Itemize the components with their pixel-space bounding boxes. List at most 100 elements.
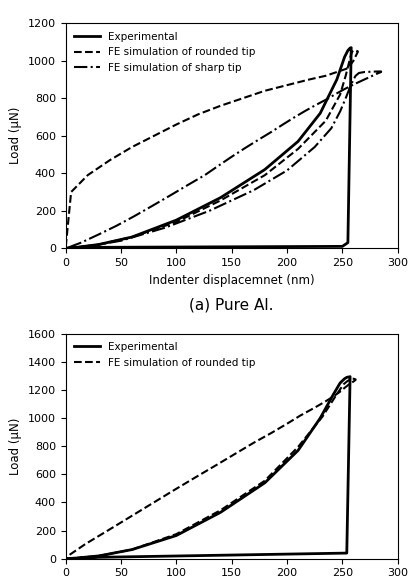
Text: (a) Pure Al.: (a) Pure Al. bbox=[189, 298, 273, 313]
FE simulation of sharp tip bbox=[378, 68, 383, 75]
FE simulation of sharp tip bbox=[63, 245, 68, 252]
FE simulation of rounded tip bbox=[127, 513, 132, 520]
Experimental bbox=[347, 373, 352, 380]
Experimental bbox=[344, 549, 348, 556]
FE simulation of sharp tip bbox=[207, 207, 211, 214]
Experimental bbox=[74, 555, 79, 562]
FE simulation of rounded tip bbox=[63, 555, 68, 562]
Line: Experimental: Experimental bbox=[65, 377, 349, 559]
FE simulation of sharp tip bbox=[85, 243, 90, 250]
Experimental bbox=[74, 244, 79, 251]
FE simulation of sharp tip bbox=[202, 172, 207, 179]
FE simulation of rounded tip bbox=[96, 241, 101, 248]
Experimental bbox=[337, 379, 342, 386]
FE simulation of rounded tip bbox=[334, 391, 339, 398]
Experimental bbox=[63, 245, 68, 252]
FE simulation of rounded tip bbox=[69, 189, 74, 196]
FE simulation of rounded tip bbox=[330, 393, 335, 400]
Experimental bbox=[218, 509, 222, 516]
FE simulation of rounded tip bbox=[348, 51, 353, 58]
Experimental bbox=[317, 110, 322, 117]
FE simulation of rounded tip bbox=[347, 376, 352, 383]
Experimental bbox=[347, 373, 352, 380]
FE simulation of rounded tip bbox=[344, 65, 349, 72]
FE simulation of rounded tip bbox=[306, 76, 311, 83]
FE simulation of sharp tip bbox=[312, 144, 317, 151]
Experimental bbox=[346, 374, 351, 381]
FE simulation of rounded tip bbox=[295, 146, 300, 152]
FE simulation of rounded tip bbox=[348, 375, 353, 382]
FE simulation of rounded tip bbox=[129, 233, 134, 240]
FE simulation of rounded tip bbox=[173, 121, 178, 128]
Experimental bbox=[348, 44, 353, 51]
FE simulation of rounded tip bbox=[63, 245, 68, 252]
FE simulation of sharp tip bbox=[374, 68, 379, 75]
Legend: Experimental, FE simulation of rounded tip: Experimental, FE simulation of rounded t… bbox=[71, 339, 258, 371]
Experimental bbox=[96, 241, 101, 248]
FE simulation of rounded tip bbox=[350, 47, 355, 54]
Experimental bbox=[317, 414, 322, 421]
Experimental bbox=[339, 243, 344, 250]
Line: FE simulation of sharp tip: FE simulation of sharp tip bbox=[65, 72, 380, 249]
FE simulation of sharp tip bbox=[184, 182, 189, 189]
FE simulation of sharp tip bbox=[284, 167, 289, 174]
FE simulation of rounded tip bbox=[349, 375, 354, 382]
FE simulation of sharp tip bbox=[378, 69, 383, 76]
FE simulation of rounded tip bbox=[268, 430, 273, 436]
FE simulation of sharp tip bbox=[347, 84, 352, 91]
Experimental bbox=[348, 44, 353, 51]
Y-axis label: Load (μN): Load (μN) bbox=[9, 417, 22, 475]
FE simulation of sharp tip bbox=[328, 125, 333, 132]
FE simulation of rounded tip bbox=[350, 57, 355, 64]
FE simulation of rounded tip bbox=[67, 551, 72, 558]
FE simulation of sharp tip bbox=[355, 70, 360, 77]
FE simulation of sharp tip bbox=[333, 90, 337, 97]
Y-axis label: Load (μN): Load (μN) bbox=[9, 107, 22, 165]
FE simulation of rounded tip bbox=[355, 48, 360, 55]
Experimental bbox=[96, 552, 101, 559]
FE simulation of sharp tip bbox=[301, 108, 306, 115]
FE simulation of rounded tip bbox=[351, 375, 356, 382]
FE simulation of rounded tip bbox=[346, 59, 351, 66]
FE simulation of rounded tip bbox=[129, 144, 134, 151]
FE simulation of rounded tip bbox=[352, 47, 357, 54]
FE simulation of sharp tip bbox=[279, 121, 284, 128]
FE simulation of rounded tip bbox=[218, 507, 222, 514]
FE simulation of rounded tip bbox=[251, 439, 256, 446]
FE simulation of sharp tip bbox=[96, 231, 101, 238]
FE simulation of sharp tip bbox=[118, 237, 123, 244]
FE simulation of rounded tip bbox=[346, 377, 351, 384]
Experimental bbox=[330, 391, 335, 398]
FE simulation of rounded tip bbox=[262, 477, 267, 484]
FE simulation of rounded tip bbox=[284, 81, 289, 88]
Experimental bbox=[295, 447, 300, 454]
FE simulation of sharp tip bbox=[350, 76, 355, 83]
Experimental bbox=[262, 166, 267, 173]
FE simulation of rounded tip bbox=[341, 384, 346, 391]
FE simulation of sharp tip bbox=[63, 245, 68, 252]
FE simulation of rounded tip bbox=[218, 102, 222, 109]
FE simulation of rounded tip bbox=[344, 378, 348, 385]
Legend: Experimental, FE simulation of rounded tip, FE simulation of sharp tip: Experimental, FE simulation of rounded t… bbox=[71, 29, 258, 76]
Experimental bbox=[74, 555, 79, 562]
FE simulation of rounded tip bbox=[342, 72, 347, 79]
FE simulation of rounded tip bbox=[352, 377, 357, 384]
Line: FE simulation of rounded tip: FE simulation of rounded tip bbox=[65, 379, 355, 559]
FE simulation of rounded tip bbox=[322, 72, 327, 79]
FE simulation of sharp tip bbox=[149, 203, 154, 210]
FE simulation of sharp tip bbox=[79, 239, 83, 246]
FE simulation of rounded tip bbox=[262, 87, 267, 94]
Experimental bbox=[173, 217, 178, 223]
FE simulation of sharp tip bbox=[337, 108, 342, 115]
FE simulation of sharp tip bbox=[350, 81, 355, 88]
Experimental bbox=[173, 532, 178, 539]
FE simulation of rounded tip bbox=[350, 378, 355, 385]
FE simulation of rounded tip bbox=[240, 95, 245, 102]
Experimental bbox=[344, 374, 348, 381]
FE simulation of sharp tip bbox=[162, 224, 167, 231]
FE simulation of rounded tip bbox=[346, 381, 351, 388]
FE simulation of rounded tip bbox=[340, 381, 345, 388]
FE simulation of sharp tip bbox=[312, 101, 317, 108]
FE simulation of sharp tip bbox=[216, 162, 220, 169]
FE simulation of sharp tip bbox=[255, 136, 260, 143]
